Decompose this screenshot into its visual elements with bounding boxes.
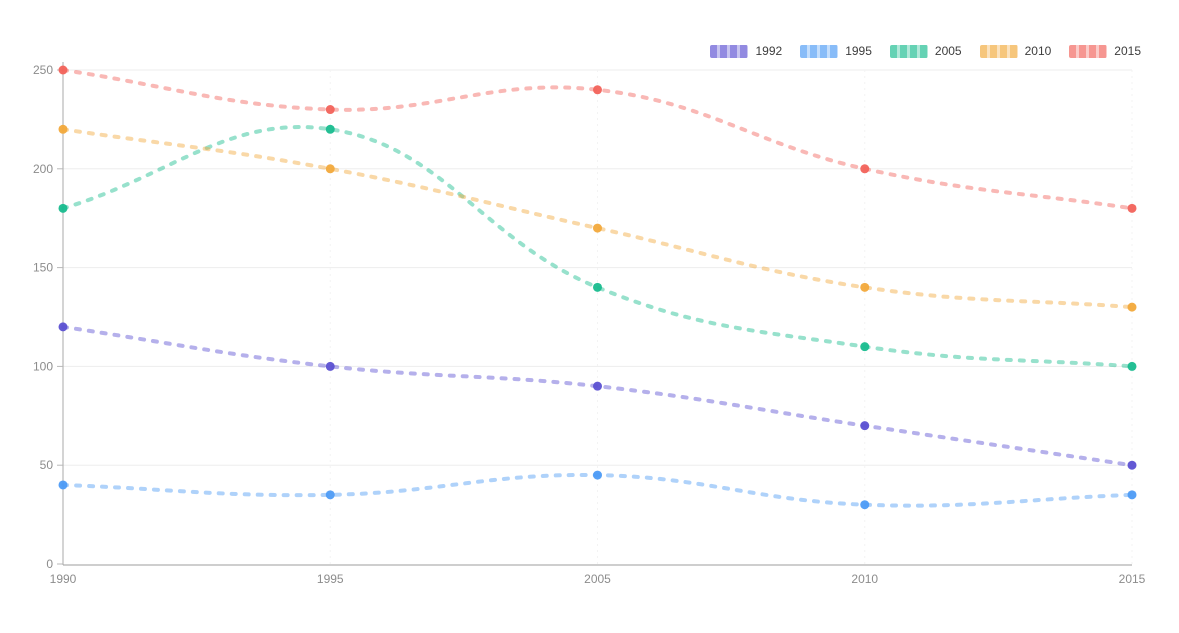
data-point-1995[interactable] [325,490,335,500]
data-point-2015[interactable] [593,85,602,95]
legend-item-1995[interactable]: 1995 [800,45,872,58]
x-tick-label: 2005 [584,572,611,586]
x-tick-label: 1990 [50,572,77,586]
data-point-1992[interactable] [325,361,335,371]
legend-item-1992[interactable]: 1992 [710,45,782,58]
x-tick-label: 2010 [851,572,878,586]
data-point-1992[interactable] [1127,460,1137,470]
legend-swatch-icon [800,45,839,58]
legend-item-2015[interactable]: 2015 [1069,45,1141,58]
data-point-1995[interactable] [58,480,68,490]
legend-label: 1992 [755,44,783,58]
data-point-2010[interactable] [860,282,870,292]
data-point-2005[interactable] [593,282,602,292]
legend-label: 1995 [845,44,872,58]
data-point-2015[interactable] [325,105,335,115]
data-point-2015[interactable] [860,164,870,174]
y-tick-label: 250 [33,63,53,77]
data-point-2005[interactable] [1127,361,1137,371]
data-point-1992[interactable] [58,322,68,332]
data-point-2010[interactable] [325,164,335,174]
legend-item-2005[interactable]: 2005 [889,44,962,58]
data-point-2015[interactable] [1127,203,1137,213]
legend-label: 2005 [934,44,962,58]
y-tick-label: 50 [40,458,54,472]
data-point-1995[interactable] [860,500,870,510]
data-point-2005[interactable] [325,124,335,134]
legend-swatch-icon [889,45,928,58]
legend-label: 2010 [1024,44,1052,58]
data-point-1992[interactable] [593,381,602,391]
y-tick-label: 150 [33,261,53,275]
chart-legend: 1992 1995 2005 2010 2015 [710,45,1141,58]
x-tick-label: 1995 [317,572,344,586]
data-point-2010[interactable] [58,124,68,134]
data-point-2010[interactable] [593,223,602,233]
y-tick-label: 100 [33,359,53,373]
data-point-1992[interactable] [860,421,870,431]
data-point-2005[interactable] [58,203,68,213]
x-tick-label: 2015 [1119,572,1146,586]
series-line-2010 [61,127,1134,310]
series-line-2015 [61,68,1134,211]
series-line-2005 [61,125,1134,369]
data-point-1995[interactable] [1127,490,1137,500]
y-tick-label: 200 [33,162,53,176]
legend-swatch-icon [1069,45,1108,58]
data-point-2010[interactable] [1127,302,1137,312]
data-point-1995[interactable] [593,470,602,480]
y-tick-label: 0 [46,557,53,571]
legend-swatch-icon [710,45,749,58]
data-point-2005[interactable] [860,342,870,352]
legend-label: 2015 [1114,44,1141,58]
legend-item-2010[interactable]: 2010 [979,44,1052,58]
legend-swatch-icon [979,45,1018,58]
data-point-2015[interactable] [58,65,68,75]
